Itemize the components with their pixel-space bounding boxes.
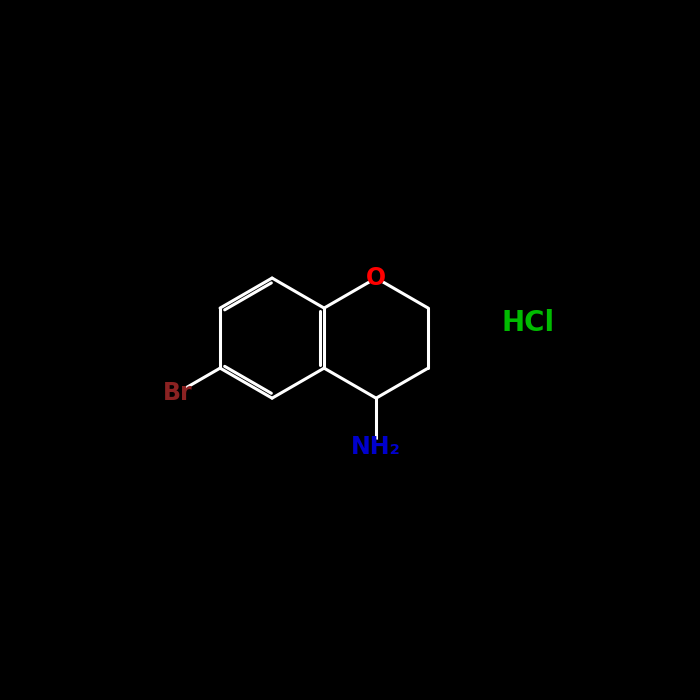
Circle shape [369,440,384,454]
Text: Br: Br [162,381,192,405]
Text: O: O [366,266,386,290]
Text: NH₂: NH₂ [351,435,401,459]
Circle shape [369,271,384,285]
Text: HCl: HCl [502,309,554,337]
Circle shape [170,386,185,400]
